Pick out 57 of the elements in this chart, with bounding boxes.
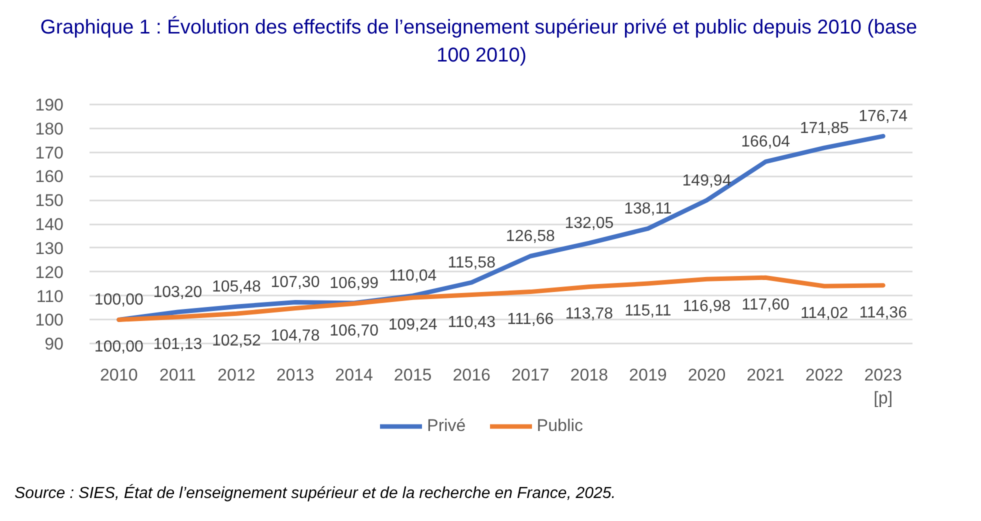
data-label: 126,58 [506,228,555,246]
x-tick-label: 2020 [688,366,726,384]
source-note: Source : SIES, État de l’enseignement supérieur et de la recherche en France, 2025. [14,484,616,502]
y-tick-label: 140 [35,215,64,234]
y-tick-label: 150 [35,191,64,210]
data-label: 115,58 [448,254,496,272]
legend-label: Public [536,416,584,436]
x-tick-label: 2021 [746,366,784,384]
x-tick-label: 2019 [629,366,667,384]
x-tick-label: 2017 [511,366,550,384]
x-tick-label: 2010 [100,366,138,384]
y-tick-label: 160 [35,167,64,186]
data-label: 110,43 [448,314,496,331]
data-label: 100,00 [94,292,144,309]
x-tick-label: 2016 [452,366,491,384]
data-label: 106,99 [330,274,379,292]
y-tick-label: 110 [36,286,64,306]
data-label: 101,13 [153,336,202,353]
x-tick-label: 2023 [p] [864,366,902,408]
data-label: 115,11 [624,302,672,320]
data-label: 102,52 [212,332,262,350]
data-label: 166,04 [741,134,790,151]
data-label: 114,36 [859,304,908,322]
data-label: 107,30 [270,274,320,292]
y-tick-label: 180 [35,119,64,138]
data-label: 171,85 [800,120,849,137]
data-label: 149,94 [682,172,732,190]
legend-label: Privé [427,416,466,436]
y-tick-label: 130 [35,238,64,258]
chart-title: Graphique 1 : Évolution des effectifs de l’enseignement supérieur privé et public depuis 2010 (base 100 2010) [40,16,918,66]
data-label: 132,05 [564,215,614,232]
data-label: 100,00 [94,338,144,356]
x-tick-label: 2022 [805,366,844,384]
data-label: 111,66 [507,310,554,328]
x-tick-label: 2015 [394,366,432,384]
data-label: 138,11 [624,200,672,218]
y-tick-label: 90 [44,334,64,354]
y-tick-label: 100 [35,310,64,330]
y-tick-label: 120 [35,262,64,282]
x-tick-label: 2012 [218,366,256,384]
data-label: 117,60 [742,296,790,314]
data-label: 116,98 [682,298,731,316]
data-label: 106,70 [330,322,379,340]
data-label: 104,78 [270,327,320,344]
x-tick-label: 2013 [276,366,314,384]
data-label: 109,24 [388,316,438,334]
y-tick-label: 170 [35,143,64,162]
data-label: 103,20 [153,284,202,302]
data-label: 176,74 [858,108,908,126]
data-label: 114,02 [800,305,848,322]
data-label: 110,04 [388,268,437,285]
data-label: 113,78 [565,306,614,323]
x-tick-label: 2014 [335,366,373,384]
x-tick-label: 2011 [159,366,196,384]
x-tick-label: 2018 [570,366,608,384]
data-label: 105,48 [212,278,262,296]
y-tick-label: 190 [35,95,64,114]
